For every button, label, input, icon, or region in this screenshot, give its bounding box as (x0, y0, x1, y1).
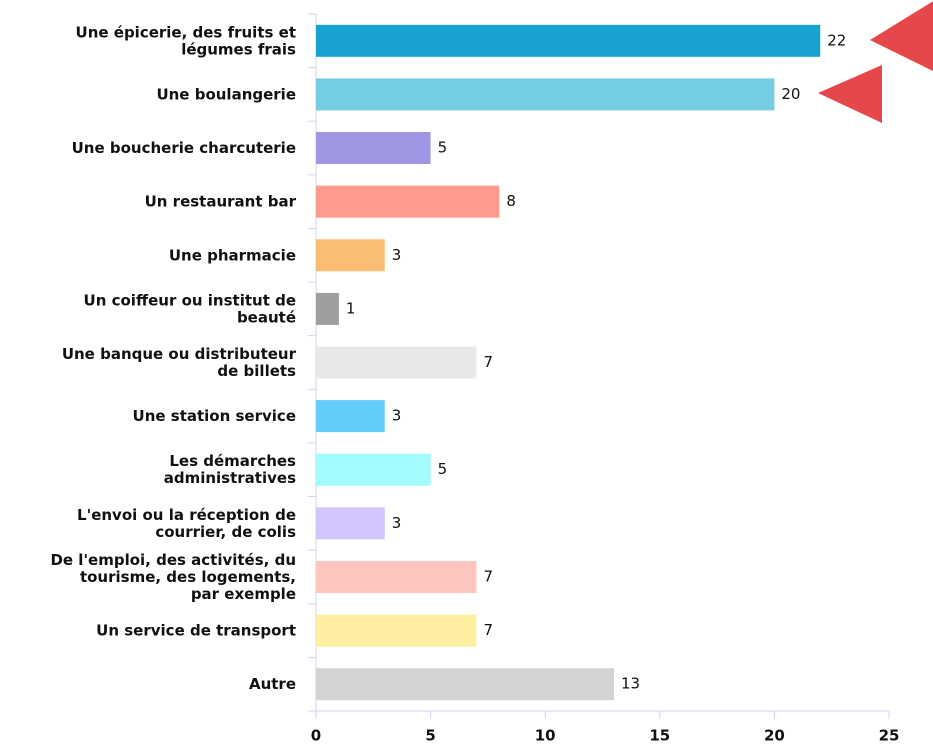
x-tick-label: 20 (764, 727, 785, 745)
x-tick-label: 25 (879, 727, 900, 745)
bar (316, 400, 385, 433)
value-label: 5 (438, 460, 448, 478)
bar (316, 507, 385, 540)
bar (316, 668, 614, 701)
value-label: 5 (438, 139, 448, 157)
category-label: Les démarches administratives (164, 452, 296, 487)
category-label: L'envoi ou la réception de courrier, de c… (77, 505, 296, 540)
bar (316, 239, 385, 272)
bar (316, 132, 431, 165)
value-label: 7 (483, 353, 493, 371)
bar (316, 78, 775, 111)
value-label: 3 (392, 246, 402, 264)
bar (316, 346, 477, 379)
bar (316, 292, 339, 325)
bar (316, 614, 477, 647)
bar (316, 24, 821, 57)
arrow-marker (818, 65, 882, 123)
value-label: 7 (483, 567, 493, 585)
value-label: 1 (346, 299, 356, 317)
category-label: Une banque ou distributeur de billets (62, 345, 297, 380)
bar (316, 453, 431, 486)
arrow-marker (870, 1, 933, 72)
category-label: Une pharmacie (169, 246, 296, 264)
category-label: Une station service (133, 407, 296, 425)
value-label: 20 (781, 85, 800, 103)
bar (316, 185, 500, 218)
value-label: 3 (392, 514, 402, 532)
bar (316, 560, 477, 593)
category-label: Une boulangerie (156, 85, 296, 103)
value-label: 7 (483, 621, 493, 639)
x-tick-label: 5 (425, 727, 435, 745)
value-label: 8 (506, 192, 516, 210)
category-label: Autre (249, 675, 296, 693)
category-label: Un restaurant bar (145, 192, 297, 210)
x-tick-label: 10 (535, 727, 556, 745)
category-label: Un service de transport (96, 621, 296, 639)
x-tick-label: 0 (311, 727, 321, 745)
category-label: De l'emploi, des activités, du tourisme, … (50, 550, 296, 602)
x-tick-label: 15 (649, 727, 670, 745)
value-label: 3 (392, 407, 402, 425)
value-label: 22 (827, 31, 846, 49)
category-label: Une boucherie charcuterie (72, 139, 296, 157)
category-label: Une épicerie, des fruits et légumes frais (76, 23, 297, 58)
category-label: Un coiffeur ou institut de beauté (84, 291, 296, 326)
value-label: 13 (621, 675, 640, 693)
